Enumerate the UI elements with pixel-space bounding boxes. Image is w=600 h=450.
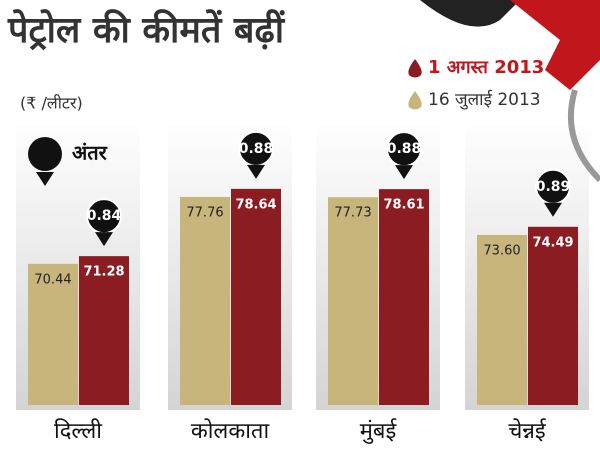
x-tick-label: कोलकाता: [191, 418, 270, 444]
value-label: 73.60: [483, 243, 520, 258]
chart-subtitle: (₹ /लीटर): [20, 94, 83, 113]
bar: [28, 263, 78, 405]
bar: [180, 196, 230, 405]
difference-legend-label: अंतर: [72, 141, 108, 165]
chart-title: पेट्रोल की कीमतें बढ़ीं: [7, 9, 286, 51]
difference-pointer: [247, 164, 265, 179]
difference-pointer: [544, 202, 562, 217]
value-label: 74.49: [532, 235, 573, 250]
difference-pointer: [395, 165, 413, 180]
x-tick-label: चेन्नई: [508, 418, 547, 444]
bar: [79, 256, 129, 405]
difference-label: 0.84: [87, 208, 122, 224]
legend-label: 1 अगस्त 2013: [428, 57, 544, 78]
bar: [528, 226, 578, 405]
legend-swatch: [408, 91, 422, 110]
value-label: 78.64: [235, 197, 276, 212]
value-label: 70.44: [34, 272, 71, 287]
value-label: 71.28: [83, 265, 124, 280]
x-tick-label: मुंबई: [360, 418, 398, 444]
bar: [477, 234, 527, 405]
value-label: 77.76: [186, 205, 223, 220]
difference-label: 0.89: [536, 179, 571, 195]
legend-swatch: [408, 59, 422, 78]
bar: [328, 197, 378, 405]
legend-label: 16 जुलाई 2013: [428, 89, 541, 110]
value-label: 78.61: [383, 198, 424, 213]
pump-nozzle: [420, 0, 600, 183]
label-strip: [168, 410, 292, 450]
bar: [231, 188, 281, 405]
x-tick-label: दिल्ली: [54, 418, 102, 444]
value-label: 77.73: [334, 206, 371, 221]
difference-label: 0.88: [239, 141, 274, 157]
difference-legend-icon: [28, 137, 62, 186]
difference-label: 0.88: [387, 141, 422, 157]
label-strip: [316, 410, 440, 450]
label-strip: [16, 410, 140, 450]
bar: [379, 189, 429, 405]
difference-pointer: [95, 232, 113, 247]
label-strip: [465, 410, 589, 450]
